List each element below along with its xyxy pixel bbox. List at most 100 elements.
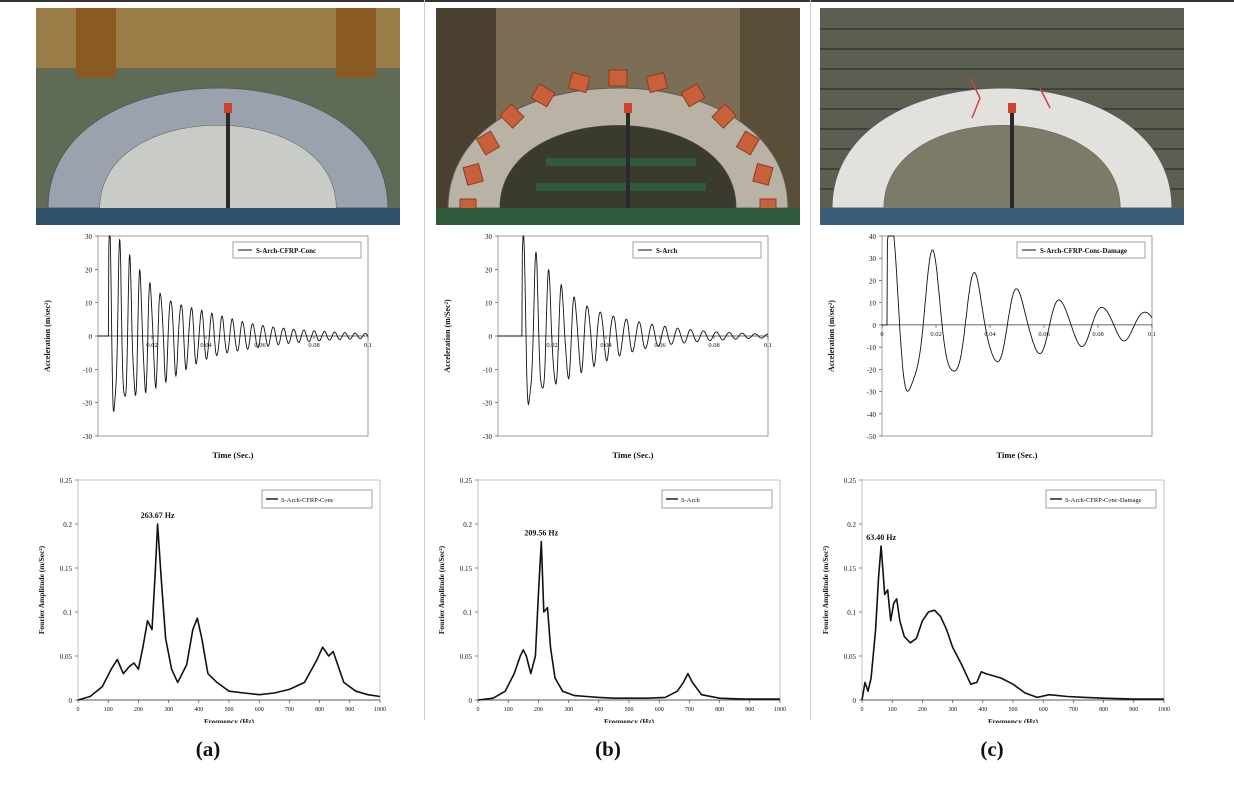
arch-photo-c (820, 8, 1184, 225)
y-axis-label: Fourier Amplitude (m/Sec²) (821, 545, 830, 634)
sensor-tip (624, 103, 632, 113)
x-tick-label: 800 (315, 707, 324, 713)
legend: S-Arch-CFRP-Conc-Damage (1045, 489, 1157, 509)
x-tick-label: 700 (1069, 707, 1078, 713)
x-tick-label: 0.1 (764, 342, 772, 349)
photo-base (436, 208, 800, 225)
x-tick-label: 800 (1099, 707, 1108, 713)
y-tick-label: 0.15 (460, 565, 473, 573)
x-tick-label: 600 (255, 707, 264, 713)
y-tick-label: -40 (867, 411, 877, 419)
brick (499, 103, 525, 129)
acceleration-chart-b: 30 20 10 0 -10 -20 -30 0.02 0.04 0.06 0.08 0.1 S-Arc… (428, 226, 818, 466)
x-tick-label: 1000 (1158, 707, 1170, 713)
y-tick-label: 20 (869, 277, 877, 285)
y-tick-label: 0.1 (847, 609, 856, 617)
arch-photo-a (36, 8, 400, 225)
y-tick-label: -30 (83, 433, 93, 441)
x-tick-label: 500 (1009, 707, 1018, 713)
x-tick-label: 500 (625, 707, 634, 713)
y-tick-label: 30 (485, 233, 493, 241)
y-tick-label: -20 (867, 366, 877, 374)
brick (735, 130, 761, 156)
legend: S-Arch (661, 489, 773, 509)
legend-box (632, 241, 762, 259)
plot-frame (77, 479, 381, 701)
x-axis-label: Time (Sec.) (997, 450, 1038, 460)
x-axis-label: Frequency (Hz) (204, 717, 255, 723)
x-tick-label: 200 (534, 707, 543, 713)
x-tick-label: 400 (594, 707, 603, 713)
y-tick-label: -30 (483, 433, 493, 441)
y-tick-label: -50 (867, 433, 877, 441)
legend-label: S-Arch-CFRP-Conc (281, 497, 334, 504)
x-tick-label: 900 (345, 707, 354, 713)
y-tick-label: 20 (85, 266, 93, 274)
brick (567, 71, 591, 94)
y-tick-label: -10 (867, 344, 877, 352)
x-tick-label: 300 (948, 707, 957, 713)
panel-label-a: (a) (195, 737, 221, 761)
y-tick-label: 0 (853, 697, 857, 705)
x-tick-label: 200 (134, 707, 143, 713)
x-tick-label: 600 (1039, 707, 1048, 713)
y-axis-label: Acceleration (m/Sec²) (443, 299, 452, 373)
x-tick-label: 1000 (774, 707, 786, 713)
brick (752, 162, 774, 186)
brick (711, 103, 737, 129)
crack-mark (969, 77, 981, 119)
legend-label: S-Arch (681, 497, 701, 504)
fourier-series (861, 545, 1164, 701)
brick (462, 162, 484, 186)
photo-backdrop (76, 8, 116, 78)
x-tick-label: 0.06 (654, 342, 666, 349)
y-tick-label: -20 (483, 400, 493, 408)
photo-backdrop (820, 68, 1184, 70)
x-tick-label: 800 (715, 707, 724, 713)
x-tick-label: 0 (477, 707, 480, 713)
x-axis-label: Time (Sec.) (613, 450, 654, 460)
sensor-rod (1010, 103, 1014, 213)
photo-backdrop (820, 28, 1184, 30)
y-tick-label: 0.25 (60, 477, 73, 485)
x-axis-label: Frequency (Hz) (604, 717, 655, 723)
legend: S-Arch-CFRP-Conc (232, 241, 362, 259)
y-tick-label: 0.25 (844, 477, 857, 485)
fourier-chart-b: 0.25 0.2 0.15 0.1 0.05 0 0 100 200 300 400 500 600 70… (428, 468, 818, 726)
legend-box (261, 489, 373, 509)
crack-mark (1039, 87, 1051, 109)
brick (475, 130, 501, 156)
legend: S-Arch (632, 241, 762, 259)
photo-base (36, 208, 400, 225)
x-axis-label: Time (Sec.) (213, 450, 254, 460)
x-tick-label: 900 (745, 707, 754, 713)
legend-label: S-Arch-CFRP-Conc-Damage (1065, 497, 1142, 504)
y-tick-label: -10 (483, 366, 493, 374)
x-tick-label: 400 (978, 707, 987, 713)
fourier-chart-c: 0.25 0.2 0.15 0.1 0.05 0 0 100 200 300 400 500 600 70… (812, 468, 1202, 726)
arch-photo-b (436, 8, 800, 225)
brick (645, 71, 669, 94)
x-tick-label: 300 (164, 707, 173, 713)
x-tick-label: 100 (504, 707, 513, 713)
brick (608, 69, 628, 87)
column-divider (424, 0, 425, 720)
y-tick-label: 10 (485, 300, 493, 308)
y-tick-label: 0.1 (463, 609, 472, 617)
legend-box (661, 489, 773, 509)
y-tick-label: 0.05 (60, 653, 73, 661)
x-tick-label: 0.02 (146, 342, 157, 349)
panel-a: 30 20 10 0 -10 -20 -30 0.02 0.04 0.06 0.08 0.1 S-Arc… (28, 0, 418, 785)
x-tick-label: 0.08 (1092, 331, 1103, 338)
x-tick-label: 0.1 (1148, 331, 1156, 338)
y-tick-label: -30 (867, 389, 877, 397)
x-tick-label: 1000 (374, 707, 386, 713)
y-tick-label: -20 (83, 400, 93, 408)
legend-label: S-Arch-CFRP-Conc-Damage (1040, 247, 1127, 255)
acceleration-chart-a: 30 20 10 0 -10 -20 -30 0.02 0.04 0.06 0.08 0.1 S-Arc… (28, 226, 418, 466)
legend: S-Arch-CFRP-Conc (261, 489, 373, 509)
y-tick-label: 0 (489, 333, 493, 341)
fourier-series (77, 523, 381, 701)
acceleration-series (98, 235, 369, 413)
sensor-tip (224, 103, 232, 113)
